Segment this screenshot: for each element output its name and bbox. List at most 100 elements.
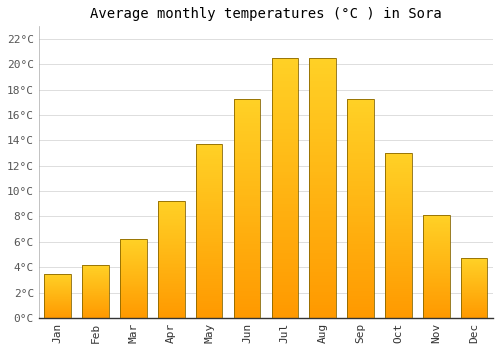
Bar <box>120 264 146 265</box>
Bar <box>272 259 298 263</box>
Bar <box>310 130 336 133</box>
Bar <box>120 276 146 278</box>
Bar <box>82 290 109 291</box>
Bar <box>158 248 184 250</box>
Bar <box>272 107 298 110</box>
Bar <box>44 311 71 312</box>
Bar <box>348 189 374 192</box>
Bar <box>44 281 71 282</box>
Bar <box>348 156 374 159</box>
Bar <box>196 146 222 148</box>
Bar <box>310 117 336 120</box>
Bar <box>44 277 71 278</box>
Bar <box>120 285 146 286</box>
Bar <box>158 203 184 204</box>
Bar <box>234 299 260 301</box>
Bar <box>423 279 450 281</box>
Bar <box>272 211 298 214</box>
Bar <box>120 303 146 304</box>
Bar <box>385 299 411 301</box>
Bar <box>120 246 146 247</box>
Bar <box>158 262 184 264</box>
Bar <box>310 217 336 220</box>
Bar <box>461 264 487 265</box>
Bar <box>272 152 298 155</box>
Bar <box>310 87 336 91</box>
Bar <box>310 250 336 253</box>
Bar <box>348 282 374 285</box>
Bar <box>82 308 109 309</box>
Bar <box>385 227 411 229</box>
Bar <box>272 269 298 272</box>
Bar <box>158 235 184 236</box>
Bar <box>272 165 298 168</box>
Bar <box>272 68 298 71</box>
Bar <box>44 312 71 313</box>
Bar <box>310 100 336 104</box>
Bar <box>196 268 222 270</box>
Bar <box>158 216 184 217</box>
Bar <box>82 293 109 294</box>
Bar <box>461 277 487 278</box>
Bar <box>272 126 298 130</box>
Bar <box>120 279 146 280</box>
Bar <box>385 312 411 314</box>
Bar <box>423 275 450 277</box>
Bar <box>120 311 146 312</box>
Bar <box>234 260 260 263</box>
Bar <box>158 290 184 292</box>
Bar <box>158 254 184 255</box>
Bar <box>461 295 487 296</box>
Bar <box>120 308 146 309</box>
Bar <box>385 308 411 310</box>
Bar <box>82 305 109 306</box>
Bar <box>461 258 487 259</box>
Bar <box>461 309 487 310</box>
Bar <box>82 279 109 280</box>
Bar <box>272 312 298 315</box>
Bar <box>348 159 374 162</box>
Bar <box>272 243 298 246</box>
Bar <box>385 283 411 285</box>
Bar <box>158 246 184 248</box>
Title: Average monthly temperatures (°C ) in Sora: Average monthly temperatures (°C ) in So… <box>90 7 442 21</box>
Bar <box>158 244 184 245</box>
Bar <box>120 313 146 314</box>
Bar <box>158 287 184 289</box>
Bar <box>82 265 109 266</box>
Bar <box>310 146 336 149</box>
Bar <box>461 268 487 269</box>
Bar <box>461 274 487 275</box>
Bar <box>272 224 298 227</box>
Bar <box>234 173 260 175</box>
Bar <box>196 198 222 201</box>
Bar <box>120 272 146 273</box>
Bar <box>272 168 298 172</box>
Bar <box>196 153 222 155</box>
Bar <box>82 270 109 271</box>
Bar <box>82 271 109 272</box>
Bar <box>461 266 487 267</box>
Bar <box>272 253 298 256</box>
Bar <box>196 303 222 305</box>
Bar <box>234 250 260 252</box>
Bar <box>310 230 336 233</box>
Bar <box>423 273 450 274</box>
Bar <box>234 313 260 315</box>
Bar <box>196 148 222 151</box>
Bar <box>348 299 374 301</box>
Bar <box>385 153 411 155</box>
Bar <box>120 314 146 315</box>
Bar <box>348 263 374 266</box>
Bar <box>158 309 184 311</box>
Bar <box>423 287 450 288</box>
Bar <box>196 164 222 166</box>
Bar <box>310 126 336 130</box>
Bar <box>44 306 71 307</box>
Bar <box>272 97 298 100</box>
Bar <box>461 306 487 307</box>
Bar <box>272 58 298 318</box>
Bar <box>423 246 450 247</box>
Bar <box>158 257 184 258</box>
Bar <box>158 213 184 215</box>
